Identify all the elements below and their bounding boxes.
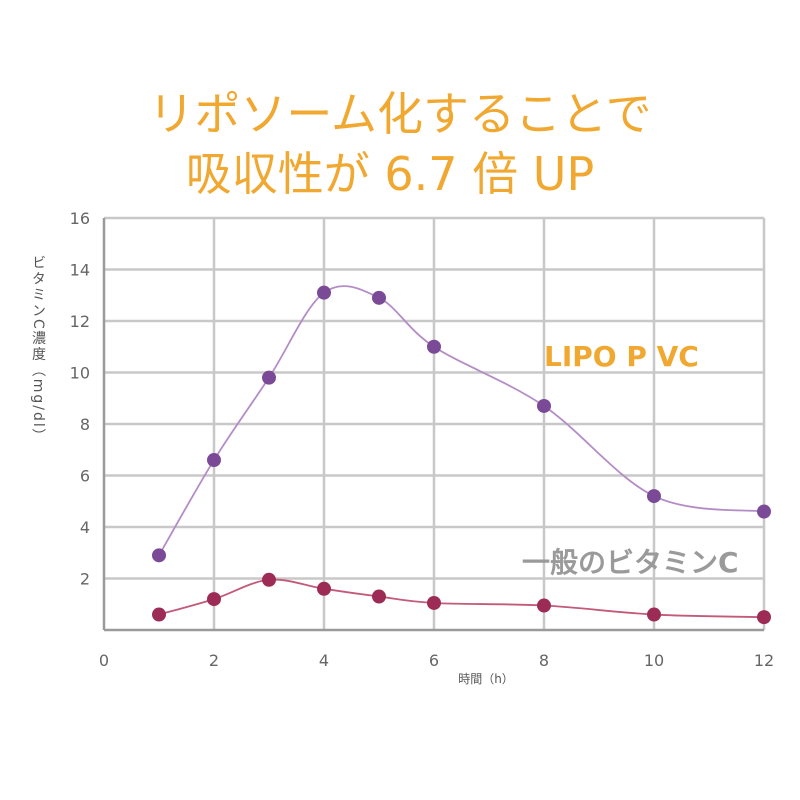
series-points bbox=[152, 285, 771, 625]
data-point bbox=[757, 610, 771, 625]
x-tick-label: 6 bbox=[429, 651, 439, 670]
x-tick-label: 4 bbox=[319, 651, 329, 670]
data-point bbox=[757, 504, 771, 519]
x-tick-labels: 0 2 4 6 8 10 12 bbox=[99, 651, 774, 670]
series-lines bbox=[158, 285, 765, 619]
y-tick-label: 16 bbox=[70, 209, 90, 228]
series-label-lipo: LIPO P VC bbox=[544, 340, 699, 373]
series-label-general: 一般のビタミンC bbox=[522, 546, 739, 579]
chart-title-line1: リポソーム化することで bbox=[148, 87, 652, 141]
series-line-1 bbox=[158, 578, 765, 619]
x-tick-label: 8 bbox=[539, 651, 549, 670]
data-point bbox=[262, 370, 276, 385]
data-point bbox=[152, 607, 166, 622]
y-axis-label: ビタミンC濃度（mg/dl） bbox=[30, 255, 46, 445]
x-tick-label: 0 bbox=[99, 651, 109, 670]
chart-title-line2: 吸収性が 6.7 倍 UP bbox=[185, 147, 595, 201]
grid-lines bbox=[104, 216, 766, 630]
data-point bbox=[537, 398, 551, 413]
series-labels: LIPO P VC 一般のビタミンC bbox=[522, 340, 739, 579]
data-point bbox=[427, 339, 441, 354]
data-point bbox=[647, 489, 661, 504]
x-tick-label: 10 bbox=[644, 651, 664, 670]
data-point bbox=[207, 592, 221, 607]
series-line-0 bbox=[158, 285, 765, 556]
data-point bbox=[317, 581, 331, 596]
data-point bbox=[207, 453, 221, 468]
data-point bbox=[317, 285, 331, 300]
data-point bbox=[372, 290, 386, 305]
data-point bbox=[262, 572, 276, 587]
y-tick-label: 10 bbox=[70, 364, 90, 383]
y-tick-label: 14 bbox=[70, 261, 90, 280]
y-tick-label: 8 bbox=[80, 415, 90, 434]
axes bbox=[102, 218, 764, 632]
x-tick-label: 12 bbox=[754, 651, 774, 670]
data-point bbox=[537, 598, 551, 613]
data-point bbox=[152, 548, 166, 563]
x-tick-label: 2 bbox=[209, 651, 219, 670]
y-tick-label: 12 bbox=[70, 312, 90, 331]
y-tick-label: 4 bbox=[80, 518, 90, 537]
y-tick-label: 2 bbox=[80, 570, 90, 589]
y-tick-label: 6 bbox=[80, 467, 90, 486]
data-point bbox=[427, 595, 441, 610]
y-tick-labels: 2 4 6 8 10 12 14 16 bbox=[70, 209, 90, 589]
data-point bbox=[372, 589, 386, 604]
data-point bbox=[647, 607, 661, 622]
x-axis-label: 時間（h） bbox=[458, 672, 514, 686]
